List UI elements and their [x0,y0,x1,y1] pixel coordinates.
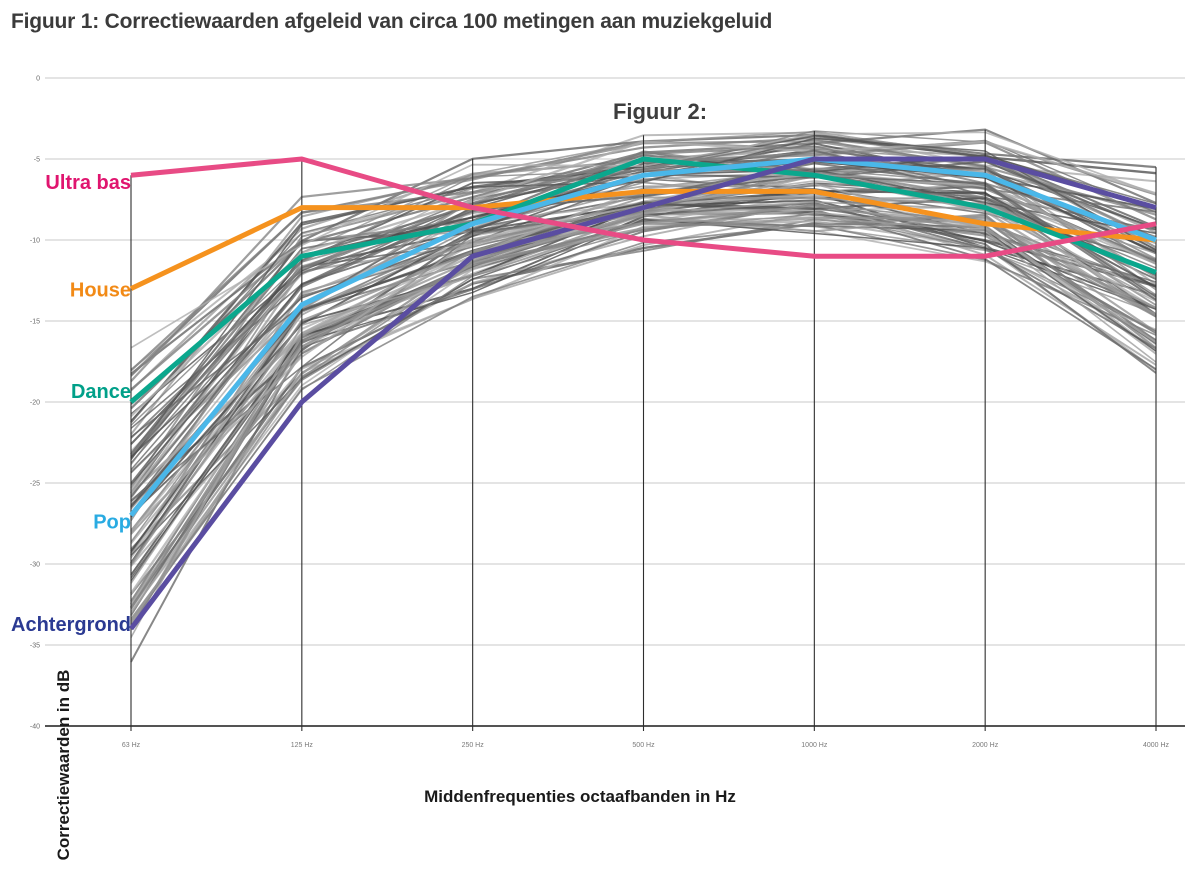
x-tick-label: 125 Hz [291,742,314,749]
overlay-figure-caption: Figuur 2: [612,99,708,124]
series-line-house [129,188,1157,291]
series-line-achtergrond [129,156,1157,631]
x-tick-label: 250 Hz [462,742,485,749]
y-tick-label: -15 [30,319,40,326]
x-tick-label: 63 Hz [122,742,141,749]
x-tick-label: 500 Hz [632,742,655,749]
series-line-dance [129,156,1157,404]
series-line-ultra-bas [130,156,1157,259]
y-tick-label: -30 [30,562,40,569]
y-axis-title: Correctiewaarden in dB [54,669,73,861]
x-tick-label: 1000 Hz [801,742,828,749]
y-tick-label: 0 [36,76,40,83]
x-axis-title: Middenfrequenties octaafbanden in Hz [424,787,736,806]
legend-label-pop: Pop [93,511,131,533]
y-tick-label: -40 [30,724,40,731]
legend-label-ultra-bas: Ultra bas [45,172,131,194]
y-tick-label: -35 [30,643,40,650]
legend-label-dance: Dance [71,381,131,403]
legend-label-house: House [70,280,131,302]
series-line-pop [129,156,1157,517]
legend-label-achtergrond: Achtergrond [11,614,131,636]
y-tick-label: -5 [34,157,40,164]
figure-title: Figuur 1: Correctiewaarden afgeleid van … [11,10,773,33]
y-tick-label: -10 [30,238,40,245]
x-tick-label: 2000 Hz [972,742,999,749]
y-tick-label: -25 [30,481,40,488]
x-tick-label: 4000 Hz [1143,742,1170,749]
y-tick-label: -20 [30,400,40,407]
